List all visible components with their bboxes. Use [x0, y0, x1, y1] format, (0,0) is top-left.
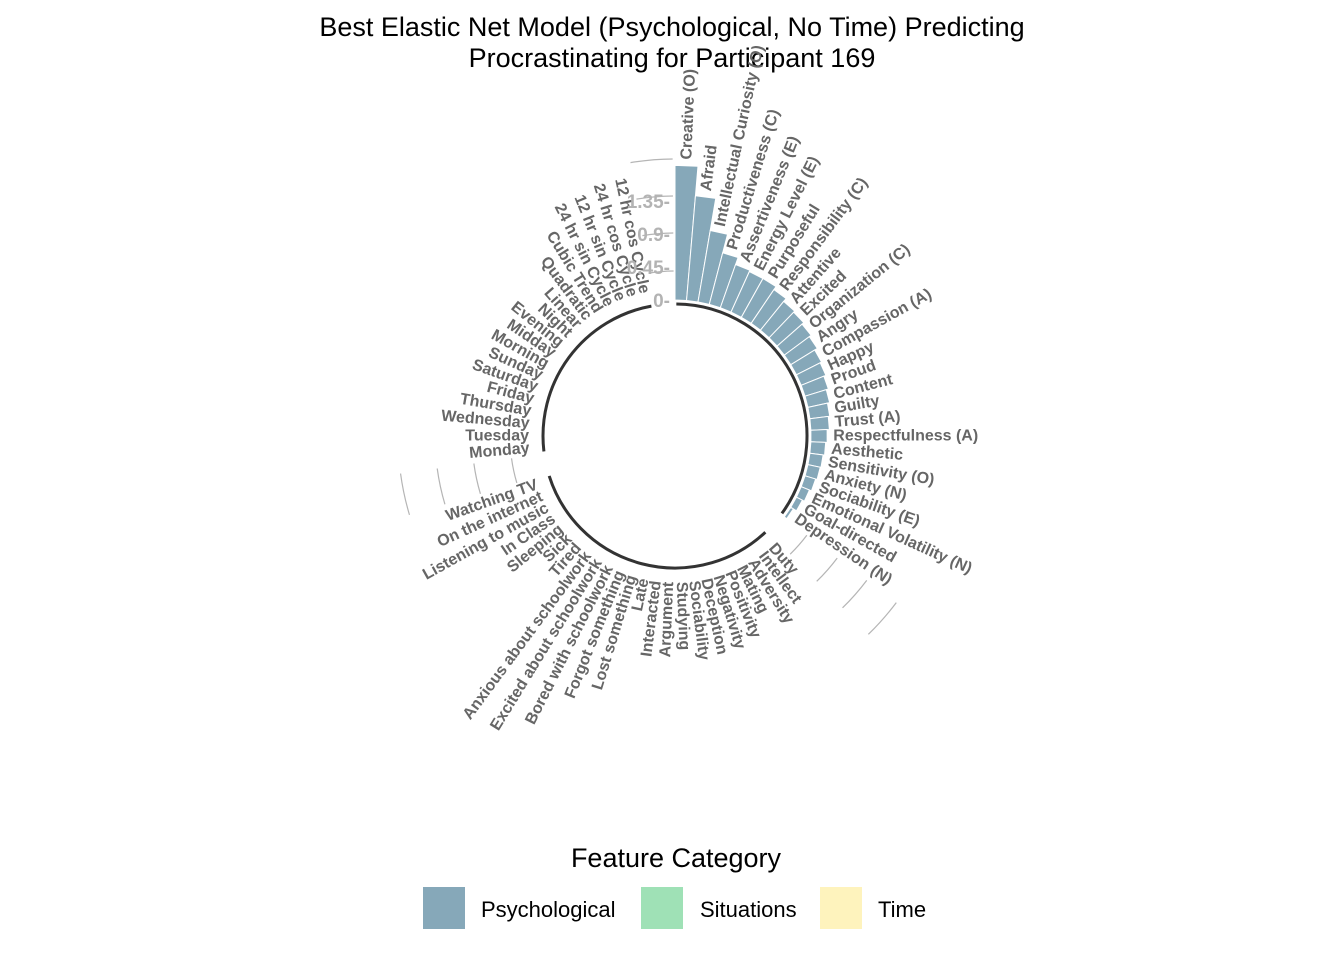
guide-arc: [510, 458, 518, 484]
guide-arc: [816, 557, 838, 582]
bar: [740, 277, 777, 324]
bar: [759, 300, 796, 339]
bar: [674, 164, 699, 302]
bar: [685, 195, 717, 303]
bars: [674, 164, 831, 520]
bar: [800, 375, 830, 397]
y-axis: 0- 0.45- 0.9- 1.35-: [627, 192, 670, 312]
bar: [800, 475, 817, 492]
bar: [708, 252, 739, 309]
feature-label: Trust (A): [834, 408, 901, 431]
chart-title-line-2: Procrastinating for Participant 169: [469, 43, 876, 73]
group-bracket: [547, 475, 767, 570]
y-tick-label: 1.35-: [627, 192, 670, 213]
guide-arcs: [399, 158, 897, 635]
group-brackets: [541, 302, 809, 570]
y-tick-label: 0.9-: [637, 225, 670, 246]
bar: [795, 362, 827, 386]
chart-title-line-1: Best Elastic Net Model (Psychological, N…: [319, 12, 1024, 42]
guide-arc: [789, 534, 808, 555]
guide-arc: [473, 463, 481, 494]
feature-label: Studying: [673, 582, 693, 651]
bar: [697, 229, 729, 305]
bar: [750, 288, 787, 331]
guide-arc: [399, 473, 411, 516]
feature-label: Tuesday: [465, 428, 529, 445]
y-tick-label: 0-: [653, 291, 670, 312]
guide-arc: [436, 468, 446, 505]
guide-arc: [842, 579, 868, 609]
bar: [810, 429, 828, 443]
group-bracket: [541, 304, 652, 452]
bar: [795, 486, 811, 502]
bar: [719, 263, 751, 313]
guide-arc: [642, 232, 674, 237]
legend-swatch-situations: [641, 887, 683, 929]
feature-label: Late: [629, 577, 653, 613]
bar: [807, 402, 831, 420]
legend-swatch-time: [820, 887, 862, 929]
legend-label-situations: Situations: [700, 897, 797, 922]
bar: [768, 311, 805, 347]
legend-title: Feature Category: [571, 843, 782, 873]
group-bracket: [676, 302, 809, 515]
bar: [804, 389, 831, 408]
feature-label: Afraid: [698, 144, 721, 192]
bar: [804, 464, 821, 481]
feature-label: Argument: [657, 581, 677, 658]
feature-label: Aesthetic: [831, 441, 904, 464]
bar: [776, 323, 812, 356]
legend-swatch-psychological: [423, 887, 465, 929]
feature-label: Respectfulness (A): [833, 428, 978, 445]
y-tick-label: 0.45-: [627, 258, 670, 279]
legend: Feature Category Psychological Situation…: [423, 843, 926, 929]
guide-arc: [867, 602, 897, 635]
bar: [790, 496, 804, 512]
bar: [807, 452, 824, 469]
bar: [783, 506, 795, 520]
bar: [809, 441, 827, 456]
feature-label: Creative (O): [678, 69, 699, 160]
bar: [809, 415, 830, 431]
legend-label-time: Time: [878, 897, 926, 922]
guide-arc: [648, 270, 674, 274]
bar: [790, 349, 823, 376]
legend-label-psychological: Psychological: [481, 897, 616, 922]
feature-label: Monday: [469, 440, 531, 462]
guide-arc: [630, 158, 673, 164]
guide-arc: [636, 195, 673, 200]
bar: [783, 335, 818, 366]
